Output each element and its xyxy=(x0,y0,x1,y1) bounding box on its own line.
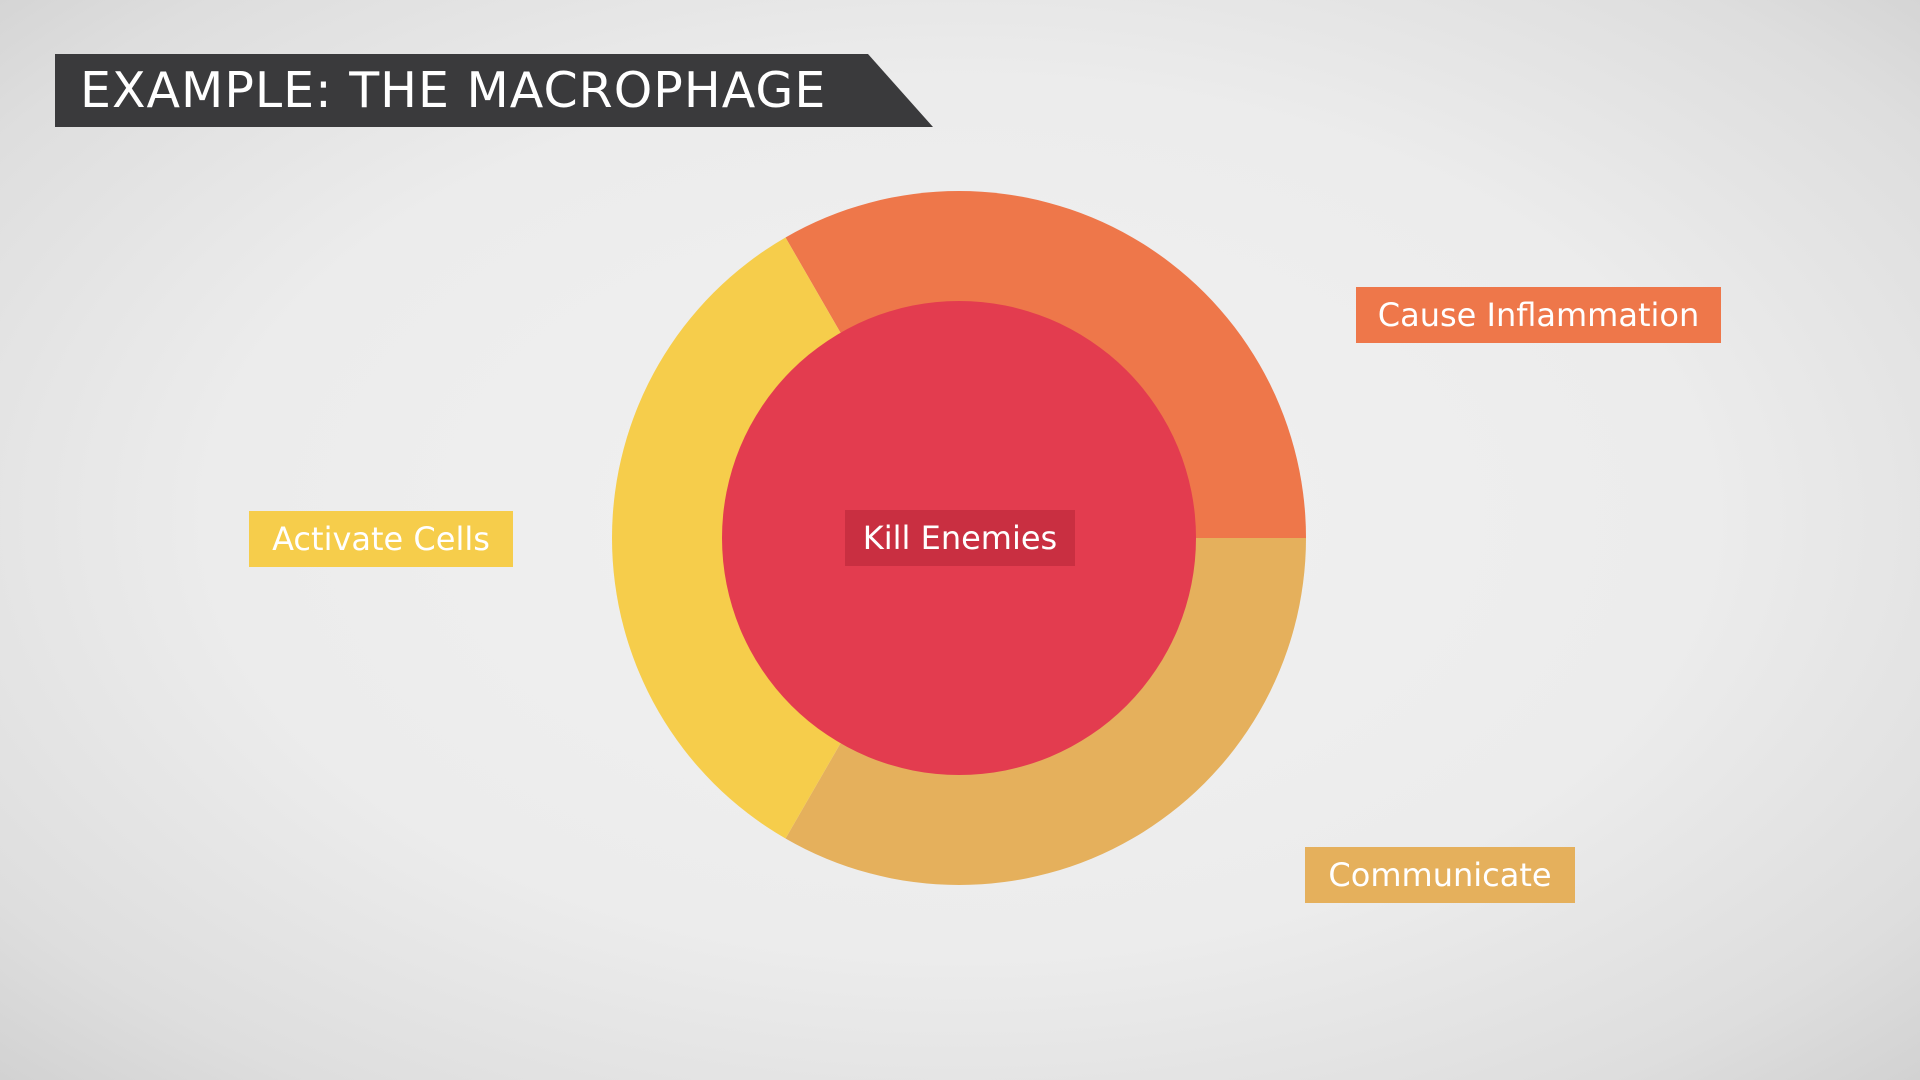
label-cause-inflammation: Cause Inflammation xyxy=(1356,287,1721,343)
label-communicate: Communicate xyxy=(1305,847,1575,903)
label-kill-enemies: Kill Enemies xyxy=(845,510,1075,566)
page-title: EXAMPLE: THE MACROPHAGE xyxy=(80,62,827,119)
label-activate-cells: Activate Cells xyxy=(249,511,513,567)
title-banner xyxy=(55,54,933,127)
